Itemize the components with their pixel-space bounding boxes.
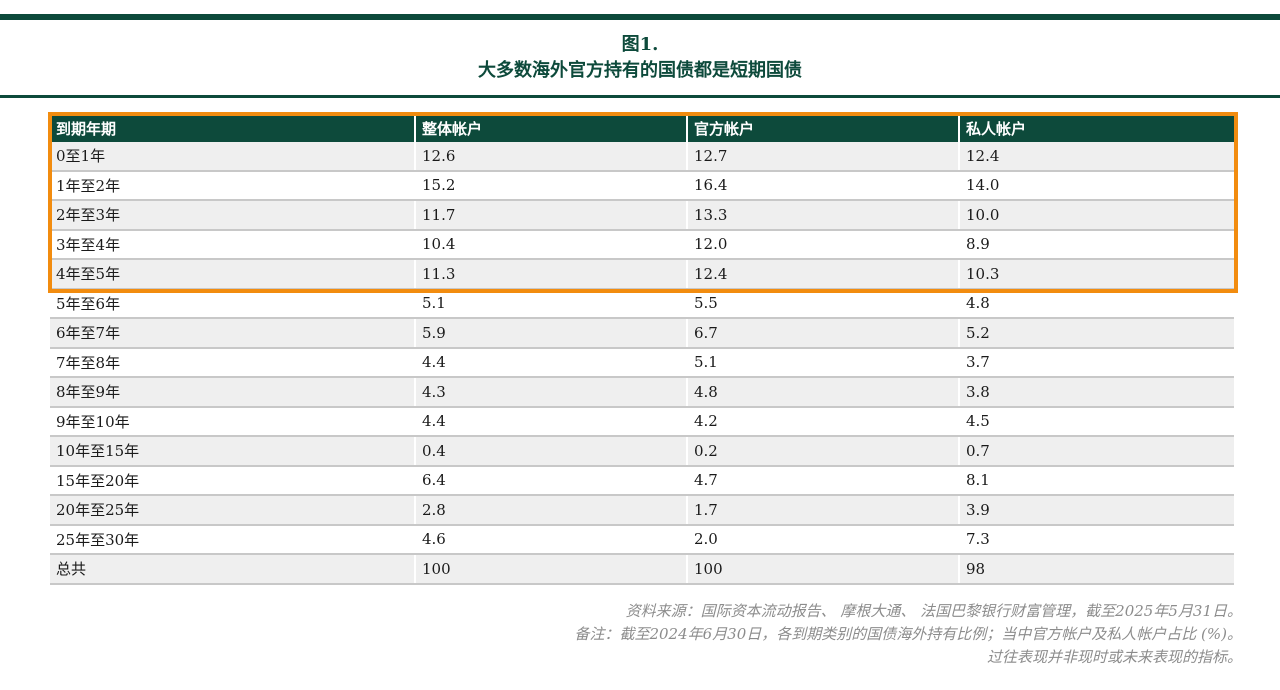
table-row: 4年至5年 11.3 12.4 10.3	[50, 259, 1234, 290]
cell-overall: 4.6	[415, 524, 688, 555]
cell-maturity: 10年至15年	[50, 436, 416, 467]
cell-official: 12.4	[687, 259, 960, 290]
cell-maturity: 3年至4年	[50, 229, 416, 260]
cell-maturity: 5年至6年	[50, 288, 416, 319]
cell-overall: 5.9	[415, 318, 688, 349]
cell-overall: 10.4	[415, 229, 688, 260]
cell-overall: 5.1	[415, 288, 688, 319]
cell-maturity: 总共	[50, 554, 416, 585]
cell-maturity: 15年至20年	[50, 465, 416, 496]
cell-official: 13.3	[687, 200, 960, 231]
cell-maturity: 6年至7年	[50, 318, 416, 349]
cell-overall: 2.8	[415, 495, 688, 526]
table-row: 3年至4年 10.4 12.0 8.9	[50, 229, 1234, 260]
maturity-table: 到期年期 整体帐户 官方帐户 私人帐户 0至1年 12.6 12.7 12.4 1年至2…	[50, 115, 1234, 585]
cell-official: 4.8	[687, 377, 960, 408]
cell-maturity: 20年至25年	[50, 495, 416, 526]
header-overall: 整体帐户	[415, 115, 688, 142]
footnote-disclaimer: 过往表现并非现时或未来表现的指标。	[986, 648, 1242, 666]
cell-private: 3.7	[959, 347, 1234, 378]
cell-private: 4.8	[959, 288, 1234, 319]
cell-maturity: 25年至30年	[50, 524, 416, 555]
cell-overall: 100	[415, 554, 688, 585]
cell-official: 5.5	[687, 288, 960, 319]
cell-maturity: 9年至10年	[50, 406, 416, 437]
footnote-remark: 备注：截至2024年6月30日，各到期类别的国债海外持有比例；当中官方帐户及私人…	[574, 625, 1242, 643]
cell-overall: 12.6	[415, 142, 688, 172]
table-row: 6年至7年 5.9 6.7 5.2	[50, 318, 1234, 349]
cell-overall: 4.4	[415, 347, 688, 378]
cell-official: 2.0	[687, 524, 960, 555]
cell-maturity: 2年至3年	[50, 200, 416, 231]
table-row: 25年至30年 4.6 2.0 7.3	[50, 524, 1234, 555]
cell-private: 3.8	[959, 377, 1234, 408]
cell-private: 4.5	[959, 406, 1234, 437]
cell-maturity: 4年至5年	[50, 259, 416, 290]
cell-private: 14.0	[959, 170, 1234, 201]
cell-private: 8.1	[959, 465, 1234, 496]
cell-official: 16.4	[687, 170, 960, 201]
cell-private: 8.9	[959, 229, 1234, 260]
table-row: 1年至2年 15.2 16.4 14.0	[50, 170, 1234, 201]
table-row: 20年至25年 2.8 1.7 3.9	[50, 495, 1234, 526]
cell-private: 98	[959, 554, 1234, 585]
table-row: 8年至9年 4.3 4.8 3.8	[50, 377, 1234, 408]
table-row: 0至1年 12.6 12.7 12.4	[50, 142, 1234, 172]
cell-overall: 11.7	[415, 200, 688, 231]
cell-official: 5.1	[687, 347, 960, 378]
cell-private: 7.3	[959, 524, 1234, 555]
table-row: 9年至10年 4.4 4.2 4.5	[50, 406, 1234, 437]
table-row: 5年至6年 5.1 5.5 4.8	[50, 288, 1234, 319]
cell-private: 5.2	[959, 318, 1234, 349]
cell-official: 12.7	[687, 142, 960, 172]
table-body: 0至1年 12.6 12.7 12.4 1年至2年 15.2 16.4 14.0 2年至3年 11…	[50, 142, 1234, 585]
cell-official: 0.2	[687, 436, 960, 467]
header-maturity: 到期年期	[50, 115, 416, 142]
figure-number: 图1.	[621, 34, 659, 55]
top-accent-bar	[0, 14, 1280, 20]
cell-maturity: 0至1年	[50, 142, 416, 172]
cell-maturity: 1年至2年	[50, 170, 416, 201]
cell-private: 10.3	[959, 259, 1234, 290]
table-row: 15年至20年 6.4 4.7 8.1	[50, 465, 1234, 496]
cell-official: 6.7	[687, 318, 960, 349]
table-row: 2年至3年 11.7 13.3 10.0	[50, 200, 1234, 231]
cell-overall: 0.4	[415, 436, 688, 467]
table-row: 总共 100 100 98	[50, 554, 1234, 585]
cell-official: 4.7	[687, 465, 960, 496]
cell-official: 12.0	[687, 229, 960, 260]
cell-overall: 4.3	[415, 377, 688, 408]
cell-official: 4.2	[687, 406, 960, 437]
table-header-row: 到期年期 整体帐户 官方帐户 私人帐户	[50, 115, 1234, 142]
figure-title: 图1. 大多数海外官方持有的国债都是短期国债	[0, 32, 1280, 84]
table-row: 7年至8年 4.4 5.1 3.7	[50, 347, 1234, 378]
cell-overall: 15.2	[415, 170, 688, 201]
cell-maturity: 8年至9年	[50, 377, 416, 408]
cell-overall: 6.4	[415, 465, 688, 496]
footnote-source: 资料来源：国际资本流动报告、 摩根大通、 法国巴黎银行财富管理，截至2025年5…	[625, 602, 1242, 620]
cell-maturity: 7年至8年	[50, 347, 416, 378]
cell-private: 12.4	[959, 142, 1234, 172]
table-row: 10年至15年 0.4 0.2 0.7	[50, 436, 1234, 467]
footnote: 资料来源：国际资本流动报告、 摩根大通、 法国巴黎银行财富管理，截至2025年5…	[142, 600, 1242, 669]
cell-private: 10.0	[959, 200, 1234, 231]
cell-overall: 4.4	[415, 406, 688, 437]
figure-caption: 大多数海外官方持有的国债都是短期国债	[478, 60, 802, 81]
cell-official: 1.7	[687, 495, 960, 526]
cell-official: 100	[687, 554, 960, 585]
title-divider	[0, 95, 1280, 98]
cell-overall: 11.3	[415, 259, 688, 290]
header-official: 官方帐户	[687, 115, 960, 142]
header-private: 私人帐户	[959, 115, 1234, 142]
cell-private: 0.7	[959, 436, 1234, 467]
cell-private: 3.9	[959, 495, 1234, 526]
